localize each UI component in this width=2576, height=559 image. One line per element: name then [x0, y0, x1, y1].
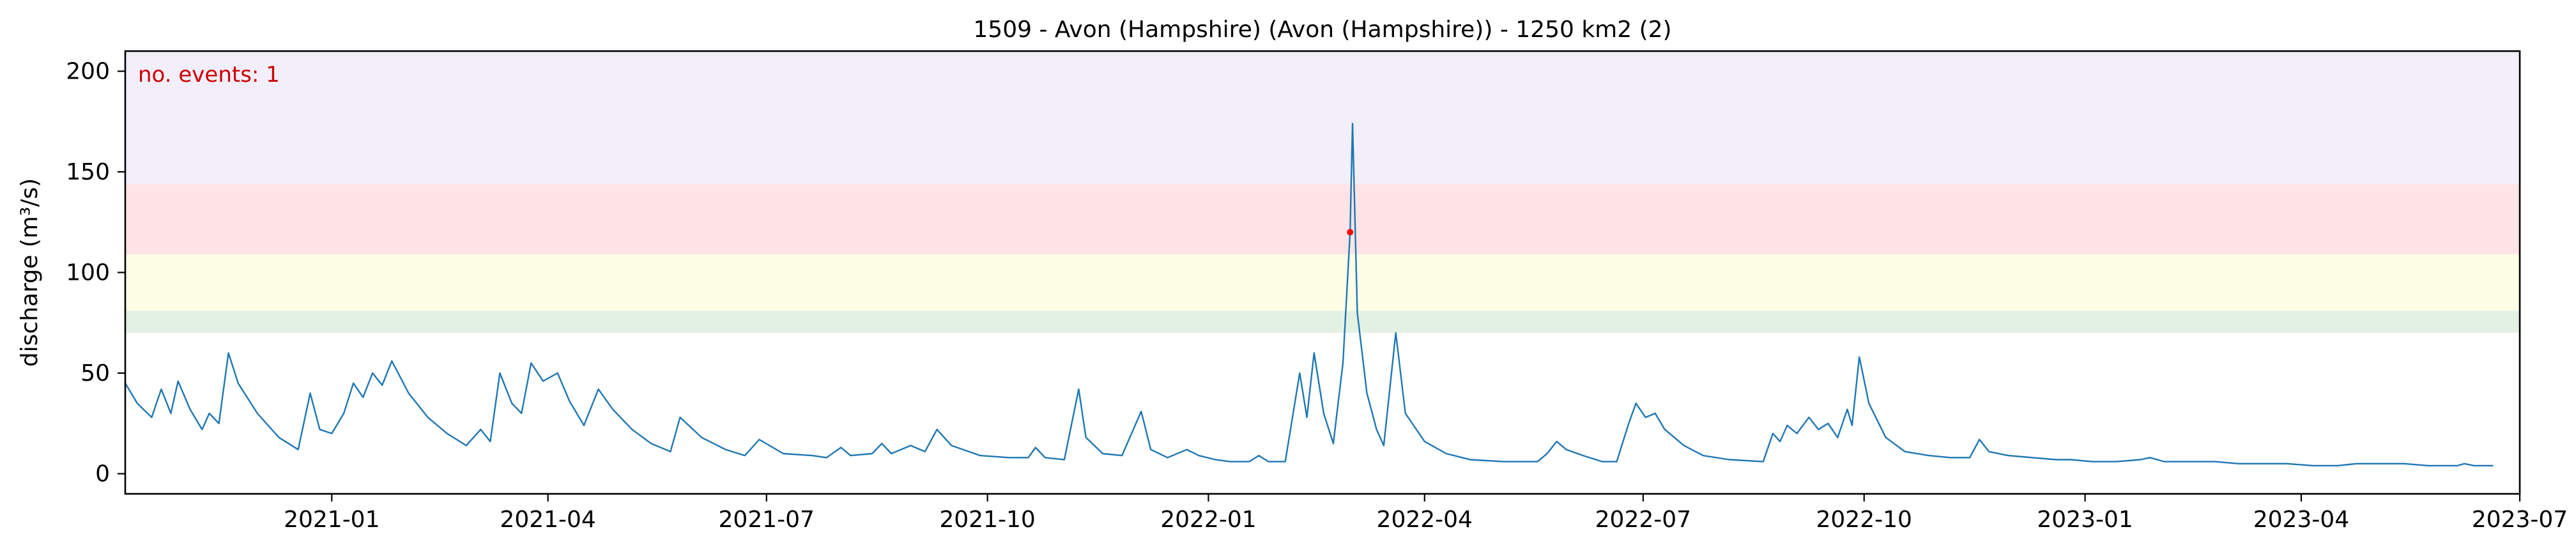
series-layer: [124, 123, 2494, 467]
y-tick-label-4: 200: [66, 59, 110, 85]
y-axis: 0 50 100 150 200: [66, 59, 125, 487]
event-point-0: [1347, 229, 1354, 236]
event-markers: [1347, 229, 1354, 236]
x-tick-label-9: 2023-04: [2253, 507, 2349, 533]
y-tick-label-1: 50: [80, 360, 110, 387]
x-tick-label-3: 2021-10: [939, 507, 1035, 533]
x-tick-label-10: 2023-07: [2472, 507, 2568, 533]
chart-title: 1509 - Avon (Hampshire) (Avon (Hampshire…: [973, 17, 1671, 43]
event-count-annotation: no. events: 1: [138, 62, 280, 88]
threshold-band-3: [125, 51, 2520, 184]
x-tick-label-6: 2022-07: [1595, 507, 1691, 533]
x-axis: 2021-01 2021-04 2021-07 2021-10 2022-01 2022-…: [284, 494, 2568, 533]
y-tick-label-3: 150: [66, 159, 110, 185]
x-tick-label-0: 2021-01: [284, 507, 379, 533]
y-tick-label-2: 100: [66, 260, 110, 286]
threshold-bands: [125, 51, 2520, 333]
y-axis-label: discharge (m³/s): [17, 178, 43, 367]
y-tick-label-0: 0: [95, 461, 110, 487]
x-tick-label-8: 2023-01: [2037, 507, 2133, 533]
x-tick-label-7: 2022-10: [1816, 507, 1912, 533]
x-tick-label-2: 2021-07: [719, 507, 815, 533]
threshold-band-2: [125, 183, 2520, 255]
threshold-band-1: [125, 254, 2520, 311]
x-tick-label-1: 2021-04: [500, 507, 595, 533]
x-tick-label-4: 2022-01: [1160, 507, 1256, 533]
x-tick-label-5: 2022-04: [1377, 507, 1473, 533]
series-line-0: [124, 123, 2494, 467]
threshold-band-0: [125, 310, 2520, 333]
